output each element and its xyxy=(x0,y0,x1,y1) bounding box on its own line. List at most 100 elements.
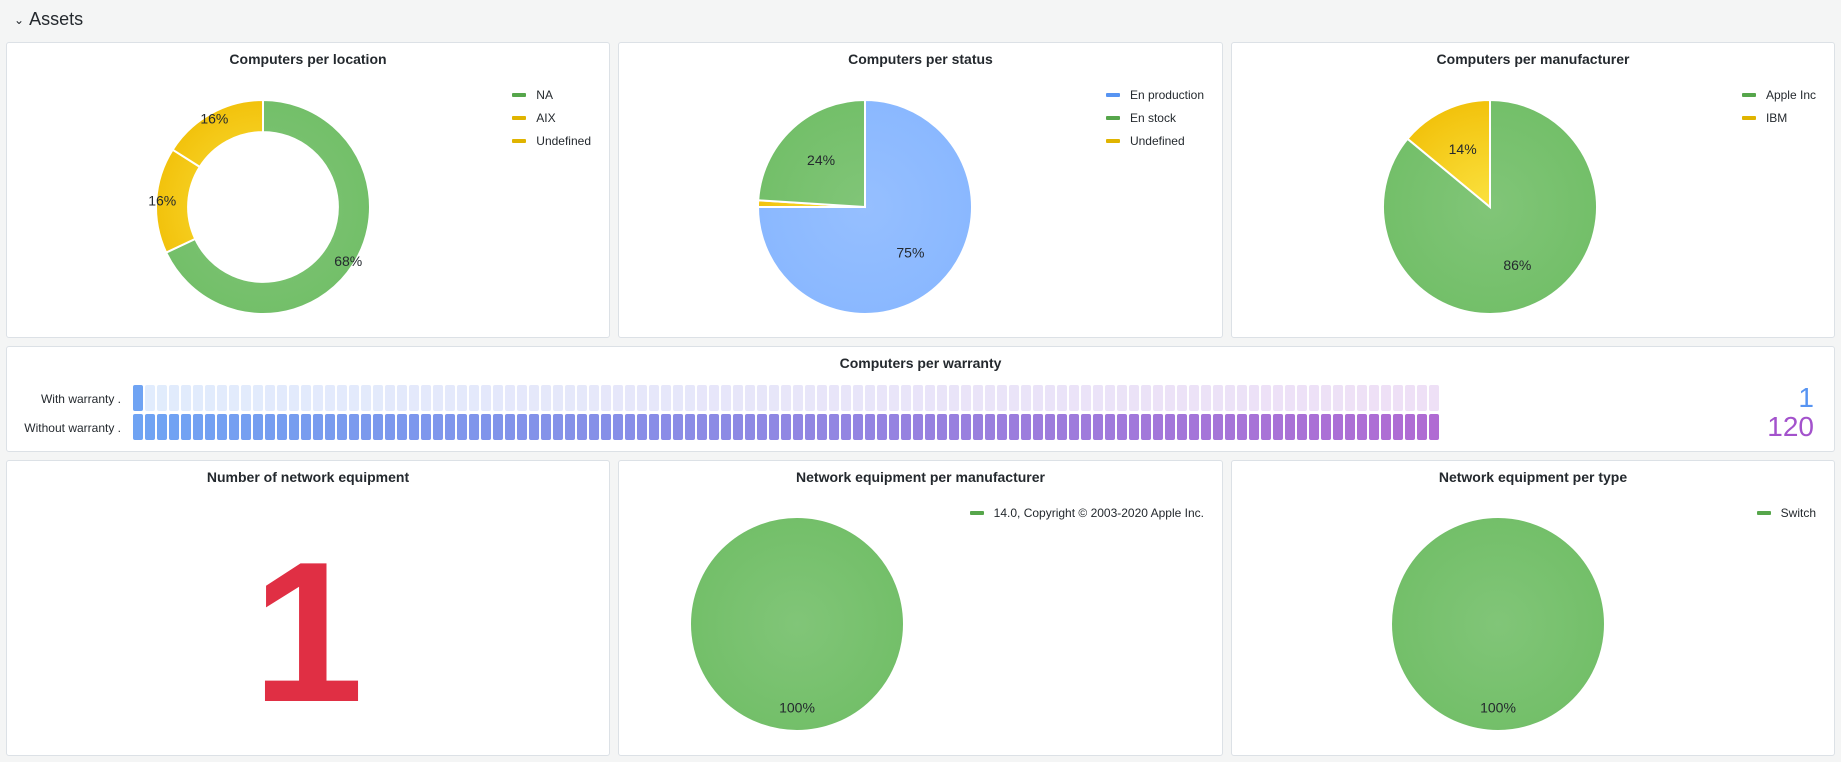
slice-label: 14% xyxy=(1449,141,1477,157)
panel-title[interactable]: Network equipment per manufacturer xyxy=(796,469,1045,485)
gauge-cell-empty xyxy=(1177,385,1187,411)
pie-slice-undefined[interactable] xyxy=(171,98,264,169)
gauge-cell-filled xyxy=(889,414,899,440)
gauge-cell-filled xyxy=(697,414,707,440)
legend-item[interactable]: Undefined xyxy=(512,129,591,152)
gauge-cell-filled xyxy=(1081,414,1091,440)
gauge-cell-empty xyxy=(913,385,923,411)
gauge-cell-filled xyxy=(877,414,887,440)
panel-title[interactable]: Computers per location xyxy=(229,51,387,67)
gauge-cell-empty xyxy=(1393,385,1403,411)
gauge-cell-filled xyxy=(229,414,239,440)
pie-slice-switch[interactable] xyxy=(1390,516,1606,732)
legend-item[interactable]: Switch xyxy=(1756,501,1816,524)
panel-title[interactable]: Computers per status xyxy=(848,51,993,67)
panel-title[interactable]: Computers per warranty xyxy=(839,355,1002,371)
pie-slice-na[interactable] xyxy=(164,98,371,315)
gauge-cell-empty xyxy=(289,385,299,411)
gauge-cell-filled xyxy=(361,414,371,440)
panel-title[interactable]: Computers per manufacturer xyxy=(1436,51,1630,67)
gauge-cell-empty xyxy=(157,385,167,411)
gauge-bar xyxy=(133,385,1439,411)
panel-computers-per-status: Computers per status 75% 24% En productio… xyxy=(618,42,1223,338)
gauge-cell-filled xyxy=(145,414,155,440)
legend-label: En stock xyxy=(1129,110,1176,125)
gauge-cell-empty xyxy=(1381,385,1391,411)
gauge-cell-filled xyxy=(709,414,719,440)
slice-label: 86% xyxy=(1503,257,1531,273)
gauge-cell-filled xyxy=(913,414,923,440)
gauge-cell-empty xyxy=(625,385,635,411)
pie-slice-14-0-copyright-2003-2020-apple-inc[interactable] xyxy=(689,516,905,732)
gauge-cell-filled xyxy=(1057,414,1067,440)
gauge-cell-filled xyxy=(997,414,1007,440)
panel-title[interactable]: Network equipment per type xyxy=(1438,469,1628,485)
legend-item[interactable]: En production xyxy=(1105,83,1204,106)
gauge-cell-empty xyxy=(505,385,515,411)
gauge-cell-empty xyxy=(409,385,419,411)
pie-slice-en-stock[interactable] xyxy=(757,98,866,209)
pie-slice-en-production[interactable] xyxy=(756,98,973,315)
gauge-cell-empty xyxy=(1057,385,1067,411)
gauge-cell-filled xyxy=(133,414,143,440)
pie-slice-ibm[interactable] xyxy=(1406,98,1491,210)
gauge-cell-empty xyxy=(1345,385,1355,411)
gauge-cell-empty xyxy=(961,385,971,411)
gauge-cell-empty xyxy=(781,385,791,411)
gauge-cell-empty xyxy=(325,385,335,411)
gauge-cell-filled xyxy=(553,414,563,440)
gauge-cell-empty xyxy=(181,385,191,411)
gauge-cell-empty xyxy=(1273,385,1283,411)
chart-legend: Apple Inc IBM xyxy=(1741,83,1816,129)
panel-network-equipment-per-manufacturer: Network equipment per manufacturer 100% … xyxy=(618,460,1223,756)
legend-item[interactable]: En stock xyxy=(1105,106,1204,129)
gauge-cell-filled xyxy=(613,414,623,440)
gauge-cell-empty xyxy=(769,385,779,411)
gauge-cell-filled xyxy=(1033,414,1043,440)
legend-swatch-icon xyxy=(512,92,527,97)
legend-item[interactable]: NA xyxy=(512,83,591,106)
gauge-cell-empty xyxy=(253,385,263,411)
gauge-cell-filled xyxy=(1045,414,1055,440)
gauge-cell-filled xyxy=(265,414,275,440)
gauge-cell-empty xyxy=(193,385,203,411)
gauge-cell-empty xyxy=(577,385,587,411)
gauge-cell-filled xyxy=(949,414,959,440)
gauge-cell-empty xyxy=(1213,385,1223,411)
legend-item[interactable]: AIX xyxy=(512,106,591,129)
gauge-cell-empty xyxy=(241,385,251,411)
gauge-cell-empty xyxy=(1117,385,1127,411)
panel-title[interactable]: Number of network equipment xyxy=(206,469,410,485)
row-header-assets[interactable]: ⌄ Assets xyxy=(14,6,83,32)
gauge-cell-filled xyxy=(901,414,911,440)
gauge-cell-empty xyxy=(997,385,1007,411)
gauge-cell-filled xyxy=(661,414,671,440)
gauge-cell-empty xyxy=(1105,385,1115,411)
gauge-cell-filled xyxy=(1393,414,1403,440)
gauge-cell-filled xyxy=(481,414,491,440)
gauge-cell-empty xyxy=(313,385,323,411)
gauge-cell-filled xyxy=(865,414,875,440)
gauge-cell-filled xyxy=(445,414,455,440)
gauge-cell-filled xyxy=(1357,414,1367,440)
legend-item[interactable]: Undefined xyxy=(1105,129,1204,152)
gauge-cell-filled xyxy=(1285,414,1295,440)
gauge-cell-filled xyxy=(757,414,767,440)
gauge-cell-empty xyxy=(589,385,599,411)
gauge-value: 120 xyxy=(1767,411,1814,442)
legend-item[interactable]: Apple Inc xyxy=(1741,83,1816,106)
gauge-cell-filled xyxy=(205,414,215,440)
gauge-cell-empty xyxy=(1357,385,1367,411)
slice-label: 100% xyxy=(779,699,815,715)
legend-item[interactable]: IBM xyxy=(1741,106,1816,129)
pie-chart: 75% 24% xyxy=(756,98,973,315)
chevron-down-icon: ⌄ xyxy=(14,13,25,27)
chart-legend: En production En stock Undefined xyxy=(1105,83,1204,152)
legend-swatch-icon xyxy=(1756,510,1771,515)
gauge-cell-filled xyxy=(193,414,203,440)
gauge-cell-empty xyxy=(1201,385,1211,411)
gauge-cell-empty xyxy=(481,385,491,411)
legend-item[interactable]: 14.0, Copyright © 2003-2020 Apple Inc. xyxy=(969,501,1204,524)
gauge-cell-filled xyxy=(1249,414,1259,440)
gauge-cell-empty xyxy=(493,385,503,411)
